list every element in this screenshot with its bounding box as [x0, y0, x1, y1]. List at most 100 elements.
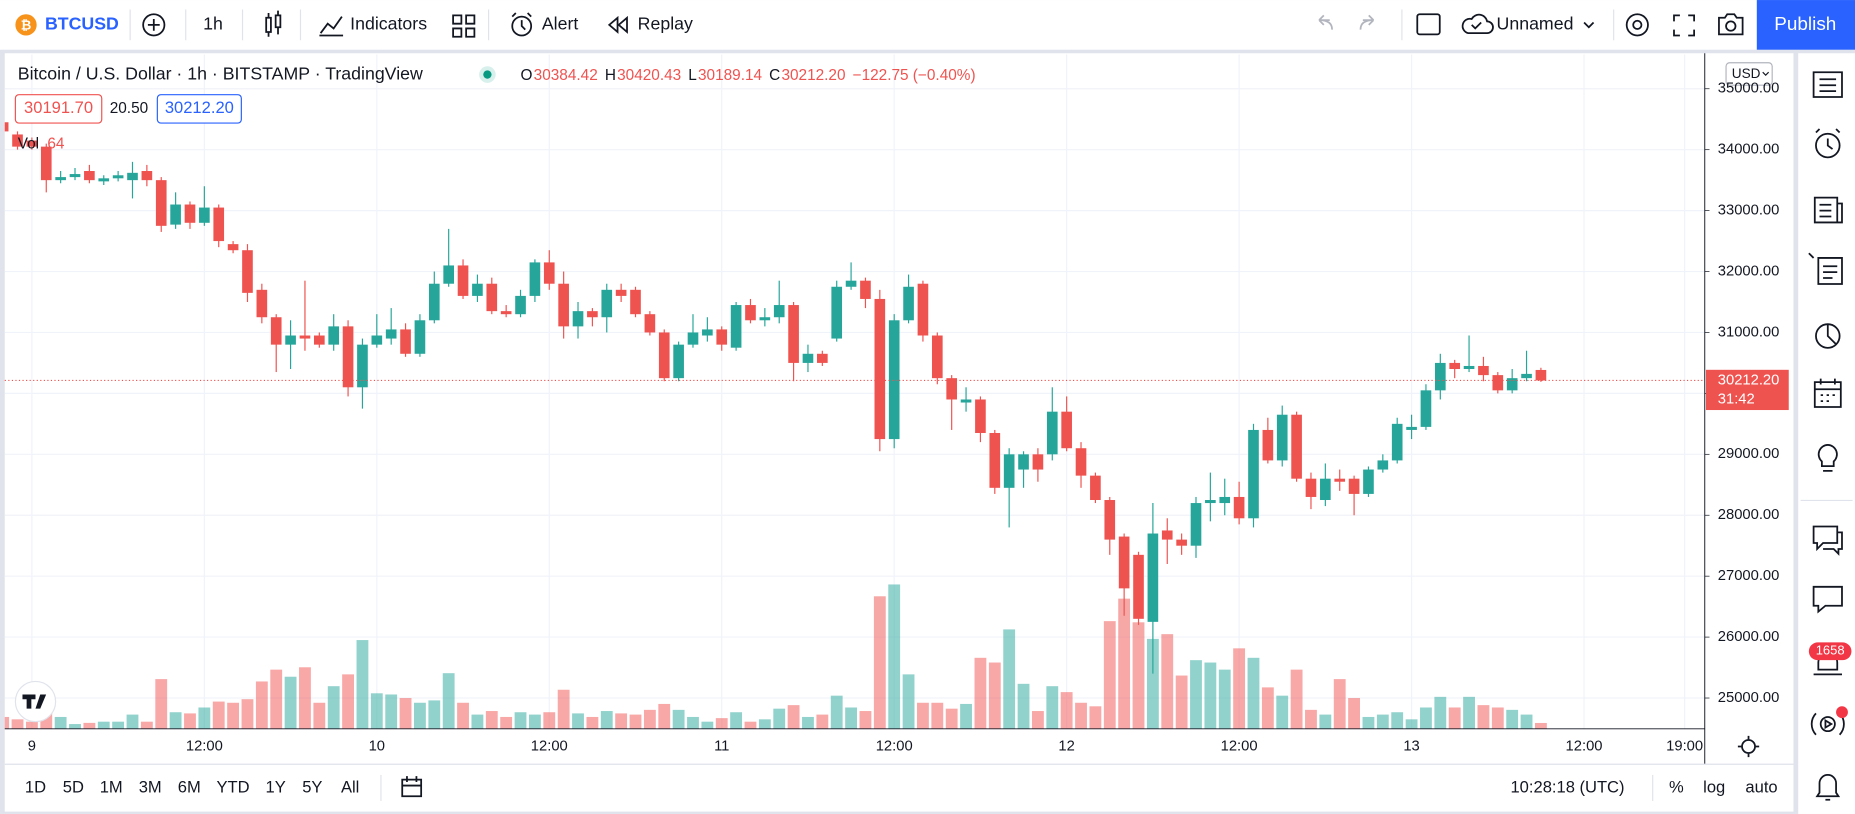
candle-body [55, 177, 66, 181]
bid-box[interactable] [14, 94, 103, 124]
broadcast-icon[interactable] [1810, 712, 1845, 736]
volume-bar [485, 711, 498, 729]
range-button[interactable]: 1M [100, 777, 123, 796]
fullscreen-rect-icon[interactable] [1416, 13, 1441, 36]
news-icon[interactable] [1813, 196, 1843, 224]
btc-icon [15, 14, 37, 36]
volume-bar [1506, 709, 1519, 729]
candle-body [357, 344, 368, 388]
volume-bar [787, 705, 800, 729]
replay-button[interactable]: Replay [607, 14, 693, 34]
candle-body [1391, 423, 1403, 461]
candle-body [1190, 503, 1202, 546]
chats-icon[interactable] [1812, 525, 1843, 556]
y-tick-label: 29000.00 [1718, 446, 1780, 462]
volume-bar [184, 713, 196, 729]
watchlist-icon[interactable] [1812, 71, 1843, 98]
log-toggle[interactable]: log [1703, 777, 1725, 796]
data-window-icon[interactable] [1815, 323, 1841, 349]
candle-body [989, 432, 1001, 488]
range-button[interactable]: 3M [139, 777, 162, 796]
ask-box[interactable] [156, 94, 242, 124]
grid [4, 54, 1705, 729]
candle-body [486, 283, 498, 312]
interval[interactable]: 1h [203, 14, 223, 34]
currency-box[interactable] [1725, 62, 1773, 86]
range-button[interactable]: All [341, 777, 359, 796]
percent-toggle[interactable]: % [1669, 777, 1684, 796]
plus-icon [142, 13, 166, 37]
candle-body [917, 283, 929, 336]
ideas-icon[interactable] [1808, 252, 1843, 285]
layout-name-button[interactable]: Unnamed [1461, 13, 1595, 35]
candle-body [227, 244, 239, 251]
indicators-button[interactable]: Indicators [319, 14, 427, 37]
candle-body [1147, 533, 1159, 622]
candle-body [745, 305, 756, 321]
volume-bar [1031, 711, 1044, 729]
candle-body [443, 265, 454, 284]
publish-button[interactable]: Publish [1756, 0, 1855, 50]
compare-button[interactable] [142, 13, 166, 37]
gear-icon [1737, 735, 1760, 758]
volume-bar [457, 702, 469, 729]
calendar-icon[interactable] [1813, 378, 1842, 408]
notifications-icon[interactable] [1815, 774, 1841, 801]
candle-body [1406, 426, 1417, 430]
indicators-label: Indicators [350, 14, 427, 34]
alert-button[interactable]: Alert [511, 12, 578, 37]
volume-bar [1477, 705, 1490, 729]
chart-type-icon[interactable] [265, 10, 282, 37]
y-tick-label: 28000.00 [1718, 507, 1780, 523]
cloud-icon [1461, 13, 1494, 35]
range-button[interactable]: YTD [217, 777, 250, 796]
goto-date-icon[interactable] [401, 776, 423, 798]
volume-bar [701, 721, 714, 729]
candle-body [1521, 373, 1532, 379]
settings-button[interactable] [1625, 13, 1649, 37]
range-button[interactable]: 5D [63, 777, 84, 796]
volume-bar [4, 716, 10, 729]
volume-bar [1319, 714, 1332, 729]
y-tick-label: 27000.00 [1718, 568, 1780, 584]
auto-toggle[interactable]: auto [1745, 777, 1777, 796]
legend-value: 30189.14 [698, 67, 763, 84]
alerts-icon[interactable] [1815, 128, 1841, 159]
legend-value: 30212.20 [781, 67, 845, 84]
volume-bar [816, 714, 829, 729]
ideas-bulb-icon[interactable] [1817, 443, 1838, 472]
range-button[interactable]: 5Y [302, 777, 322, 796]
publish-bg [1756, 0, 1855, 50]
y-tick-label: 26000.00 [1718, 629, 1780, 645]
x-tick-label: 13 [1403, 738, 1419, 754]
volume-bar [1535, 722, 1547, 729]
candle-body [558, 283, 569, 327]
camera-icon[interactable] [1718, 13, 1744, 36]
logo-bg [14, 680, 57, 723]
candle-body [26, 140, 38, 147]
chat-icon[interactable] [1812, 585, 1843, 614]
range-button[interactable]: 1Y [266, 777, 286, 796]
range-button[interactable]: 1D [25, 777, 46, 796]
candle-body [1377, 460, 1389, 470]
redo-icon[interactable] [1359, 14, 1375, 30]
candle-body [170, 204, 181, 225]
candle-body [1291, 414, 1302, 479]
volume-bar [615, 713, 628, 729]
symbol-button[interactable]: ₿ BTCUSD [15, 14, 119, 36]
candle-body [1176, 539, 1187, 546]
legend-key: H [605, 67, 616, 84]
layout-icon[interactable] [452, 14, 476, 38]
axis-settings[interactable] [1737, 735, 1760, 758]
range-button[interactable]: 6M [178, 777, 201, 796]
volume-bar [715, 718, 728, 729]
candle-body [1262, 429, 1274, 461]
undo-icon[interactable] [1318, 14, 1333, 30]
y-tick-label: 25000.00 [1718, 690, 1780, 706]
candle-body [543, 262, 555, 284]
candle-body [903, 286, 914, 321]
volume-bar [859, 711, 872, 729]
expand-icon[interactable] [1673, 14, 1695, 37]
candle-body [1463, 365, 1475, 370]
volume-bar [888, 584, 901, 729]
